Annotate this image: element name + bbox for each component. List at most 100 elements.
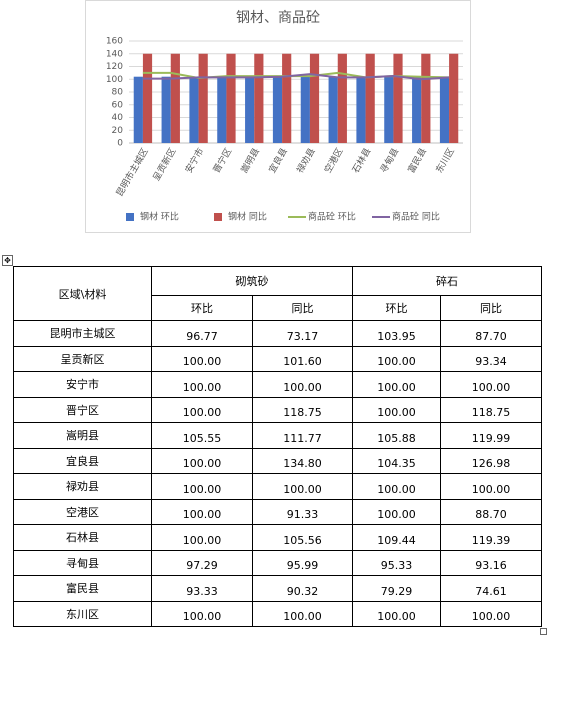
value-cell: 91.33	[252, 498, 353, 525]
value-cell: 100.00	[352, 396, 441, 423]
legend-label: 商品砼 环比	[308, 211, 356, 223]
table: 区域\材料 砌筑砂 碎石 环比 同比 环比 同比 昆明市主城区 96.77 73.1…	[13, 266, 542, 627]
value-cell: 119.99	[440, 422, 542, 449]
table-row: 富民县 93.33 90.32 79.29 74.61	[13, 575, 542, 602]
value-cell: 118.75	[252, 396, 353, 423]
y-tick-label: 120	[106, 62, 123, 72]
x-tick-label: 安宁市	[182, 146, 206, 175]
bar	[217, 76, 227, 143]
region-cell: 安宁市	[13, 371, 152, 398]
bar	[393, 53, 403, 143]
value-cell: 111.77	[252, 422, 353, 449]
value-cell: 126.98	[440, 447, 542, 474]
value-cell: 104.35	[352, 447, 441, 474]
table-row: 晋宁区 100.00 118.75 100.00 118.75	[13, 396, 542, 423]
region-cell: 禄劝县	[13, 473, 152, 500]
bar	[439, 76, 450, 143]
x-tick-label: 空港区	[322, 146, 346, 175]
region-cell: 呈贡新区	[13, 345, 152, 372]
subheader-cell: 同比	[252, 295, 353, 321]
y-tick-label: 140	[106, 49, 123, 59]
value-cell: 95.99	[252, 549, 353, 576]
bar	[272, 76, 283, 143]
table-row: 安宁市 100.00 100.00 100.00 100.00	[13, 371, 542, 398]
value-cell: 96.77	[151, 320, 253, 347]
value-cell: 90.32	[252, 575, 353, 602]
y-tick-label: 160	[106, 37, 123, 47]
value-cell: 73.17	[252, 320, 353, 347]
x-tick-label: 禄劝县	[294, 146, 318, 175]
bar	[226, 53, 236, 143]
value-cell: 100.00	[151, 473, 253, 500]
legend-swatch	[126, 213, 134, 221]
region-cell: 寻甸县	[13, 549, 152, 576]
region-cell: 富民县	[13, 575, 152, 602]
region-cell: 石林县	[13, 524, 152, 551]
region-cell: 东川区	[13, 600, 152, 627]
table-row: 昆明市主城区 96.77 73.17 103.95 87.70	[13, 320, 542, 347]
value-cell: 100.00	[151, 396, 253, 423]
x-tick-label: 宜良县	[266, 146, 290, 175]
value-cell: 87.70	[440, 320, 542, 347]
value-cell: 105.56	[252, 524, 353, 551]
region-cell: 晋宁区	[13, 396, 152, 423]
legend-swatch	[214, 213, 222, 221]
header-cell: 区域\材料	[13, 266, 152, 321]
bar	[161, 76, 171, 143]
table-row: 东川区 100.00 100.00 100.00 100.00	[13, 600, 542, 627]
y-tick-label: 60	[112, 100, 124, 110]
value-cell: 100.00	[352, 498, 441, 525]
value-cell: 100.00	[252, 600, 353, 627]
value-cell: 93.33	[151, 575, 253, 602]
value-cell: 93.34	[440, 345, 542, 372]
bar	[245, 76, 255, 143]
value-cell: 100.00	[440, 371, 542, 398]
bar	[365, 53, 375, 143]
bar	[142, 53, 153, 143]
value-cell: 134.80	[252, 447, 353, 474]
bar	[449, 53, 459, 143]
y-tick-label: 20	[112, 126, 124, 136]
table-row: 呈贡新区 100.00 101.60 100.00 93.34	[13, 345, 542, 372]
bar	[356, 76, 366, 143]
value-cell: 103.95	[352, 320, 441, 347]
value-cell: 105.88	[352, 422, 441, 449]
bar	[300, 76, 310, 143]
y-tick-label: 80	[112, 88, 124, 98]
bar	[198, 53, 208, 143]
value-cell: 93.16	[440, 549, 542, 576]
value-cell: 105.55	[151, 422, 253, 449]
value-cell: 119.39	[440, 524, 542, 551]
chart: 钢材、商品砼 0 20 40 60 80 100 120 140 160 昆明市主城区 呈贡新区 安宁…	[85, 0, 471, 233]
legend-label: 商品砼 同比	[392, 211, 440, 223]
table-end-mark	[540, 628, 547, 635]
bar	[337, 53, 347, 143]
bar	[309, 53, 320, 143]
table-row: 石林县 100.00 105.56 109.44 119.39	[13, 524, 542, 551]
bar	[189, 76, 199, 143]
subheader-cell: 环比	[151, 295, 253, 321]
line	[142, 73, 450, 81]
table-anchor[interactable]: ✥	[2, 255, 13, 266]
bar	[412, 76, 422, 143]
table-row: 禄劝县 100.00 100.00 100.00 100.00	[13, 473, 542, 500]
value-cell: 100.00	[151, 600, 253, 627]
bar	[170, 53, 180, 143]
value-cell: 101.60	[252, 345, 353, 372]
value-cell: 100.00	[252, 473, 353, 500]
bar	[133, 76, 143, 143]
value-cell: 100.00	[151, 345, 253, 372]
bar	[282, 53, 292, 143]
x-tick-label: 呈贡新区	[150, 146, 178, 183]
value-cell: 100.00	[352, 473, 441, 500]
chart-title: 钢材、商品砼	[236, 10, 320, 26]
x-tick-label: 东川区	[433, 146, 457, 175]
value-cell: 88.70	[440, 498, 542, 525]
x-tick-label: 寻甸县	[377, 146, 401, 175]
table-row: 空港区 100.00 91.33 100.00 88.70	[13, 498, 542, 525]
value-cell: 100.00	[352, 371, 441, 398]
x-tick-label: 昆明市主城区	[113, 146, 150, 199]
region-cell: 嵩明县	[13, 422, 152, 449]
bar	[421, 53, 431, 143]
